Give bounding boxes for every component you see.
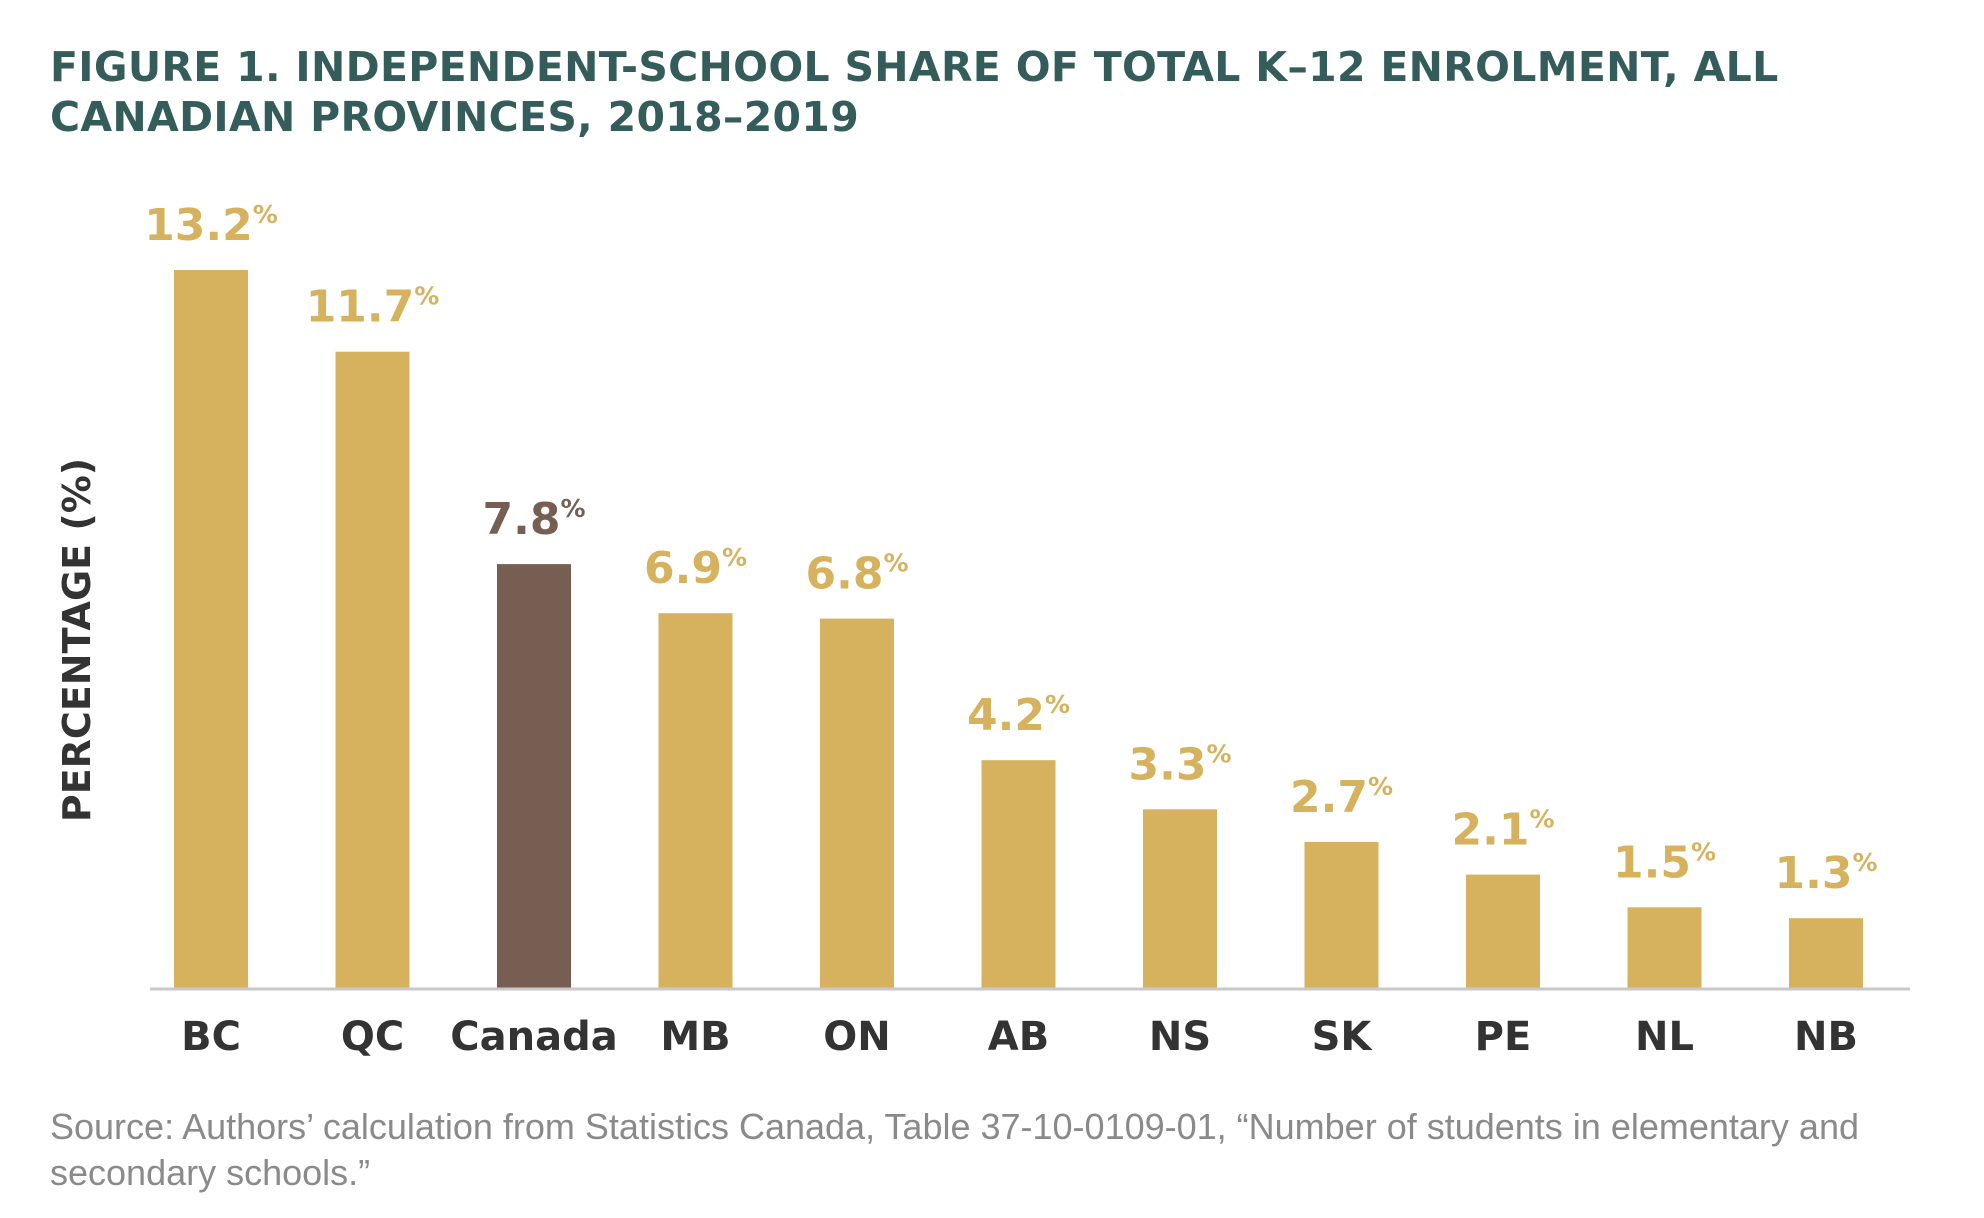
- value-percent-sign: %: [1045, 690, 1070, 719]
- value-number: 11.7: [306, 282, 415, 333]
- value-number: 13.2: [144, 200, 253, 251]
- y-axis-label: PERCENTAGE (%): [55, 458, 99, 822]
- value-number: 6.9: [644, 543, 722, 594]
- tick-labels-group: BC QC Canada MB ON AB NS SK PE NL NB: [181, 1014, 1858, 1060]
- value-label-pe: 2.1%: [1451, 805, 1554, 856]
- value-percent-sign: %: [1206, 739, 1231, 768]
- bar-mb: [658, 613, 733, 989]
- value-number: 6.8: [805, 549, 883, 600]
- value-label-sk: 2.7%: [1290, 772, 1393, 823]
- bar-on: [820, 618, 894, 989]
- source-note: Source: Authors’ calculation from Statis…: [50, 1106, 1859, 1193]
- value-label-on: 6.8%: [805, 549, 908, 600]
- bar-nb: [1789, 918, 1863, 989]
- value-percent-sign: %: [560, 494, 585, 523]
- bar-canada: [497, 564, 571, 989]
- value-label-ns: 3.3%: [1128, 739, 1231, 790]
- bar-bc: [174, 270, 248, 989]
- bar-pe: [1466, 874, 1540, 989]
- value-number: 4.2: [967, 690, 1045, 741]
- value-label-ab: 4.2%: [967, 690, 1070, 741]
- tick-label-canada: Canada: [450, 1014, 617, 1060]
- figure-title: FIGURE 1. INDEPENDENT-SCHOOL SHARE OF TO…: [50, 43, 1779, 141]
- tick-label-nl: NL: [1635, 1014, 1694, 1060]
- value-number: 3.3: [1128, 739, 1206, 790]
- value-number: 1.3: [1774, 848, 1852, 899]
- value-label-nb: 1.3%: [1774, 848, 1877, 899]
- bar-ns: [1143, 809, 1217, 990]
- value-percent-sign: %: [253, 200, 278, 229]
- value-percent-sign: %: [1529, 805, 1554, 834]
- bar-sk: [1304, 841, 1379, 989]
- tick-label-on: ON: [823, 1014, 890, 1060]
- value-number: 1.5: [1613, 837, 1691, 888]
- bars-group: [174, 270, 1863, 990]
- value-label-canada: 7.8%: [482, 494, 585, 545]
- bar-qc: [335, 351, 410, 989]
- tick-label-ns: NS: [1149, 1014, 1211, 1060]
- tick-label-pe: PE: [1475, 1014, 1532, 1060]
- tick-label-qc: QC: [341, 1014, 404, 1060]
- bar-ab: [981, 760, 1056, 989]
- tick-label-bc: BC: [181, 1014, 241, 1060]
- tick-label-mb: MB: [660, 1014, 730, 1060]
- value-percent-sign: %: [1852, 848, 1877, 877]
- value-label-bc: 13.2%: [144, 200, 278, 251]
- value-number: 7.8: [482, 494, 560, 545]
- value-percent-sign: %: [414, 282, 439, 311]
- tick-label-nb: NB: [1794, 1014, 1858, 1060]
- value-percent-sign: %: [883, 549, 908, 578]
- value-number: 2.7: [1290, 772, 1368, 823]
- value-label-qc: 11.7%: [306, 282, 440, 333]
- tick-label-ab: AB: [988, 1014, 1049, 1060]
- value-percent-sign: %: [1368, 772, 1393, 801]
- bar-nl: [1627, 907, 1702, 989]
- value-labels-group: 13.2%11.7%7.8%6.9% 6.8%4.2%3.3%2.7%2.1%1.…: [144, 200, 1877, 899]
- value-label-nl: 1.5%: [1613, 837, 1716, 888]
- value-number: 2.1: [1451, 805, 1529, 856]
- value-percent-sign: %: [722, 543, 747, 572]
- value-percent-sign: %: [1691, 837, 1716, 866]
- tick-label-sk: SK: [1312, 1014, 1374, 1060]
- value-label-mb: 6.9%: [644, 543, 747, 594]
